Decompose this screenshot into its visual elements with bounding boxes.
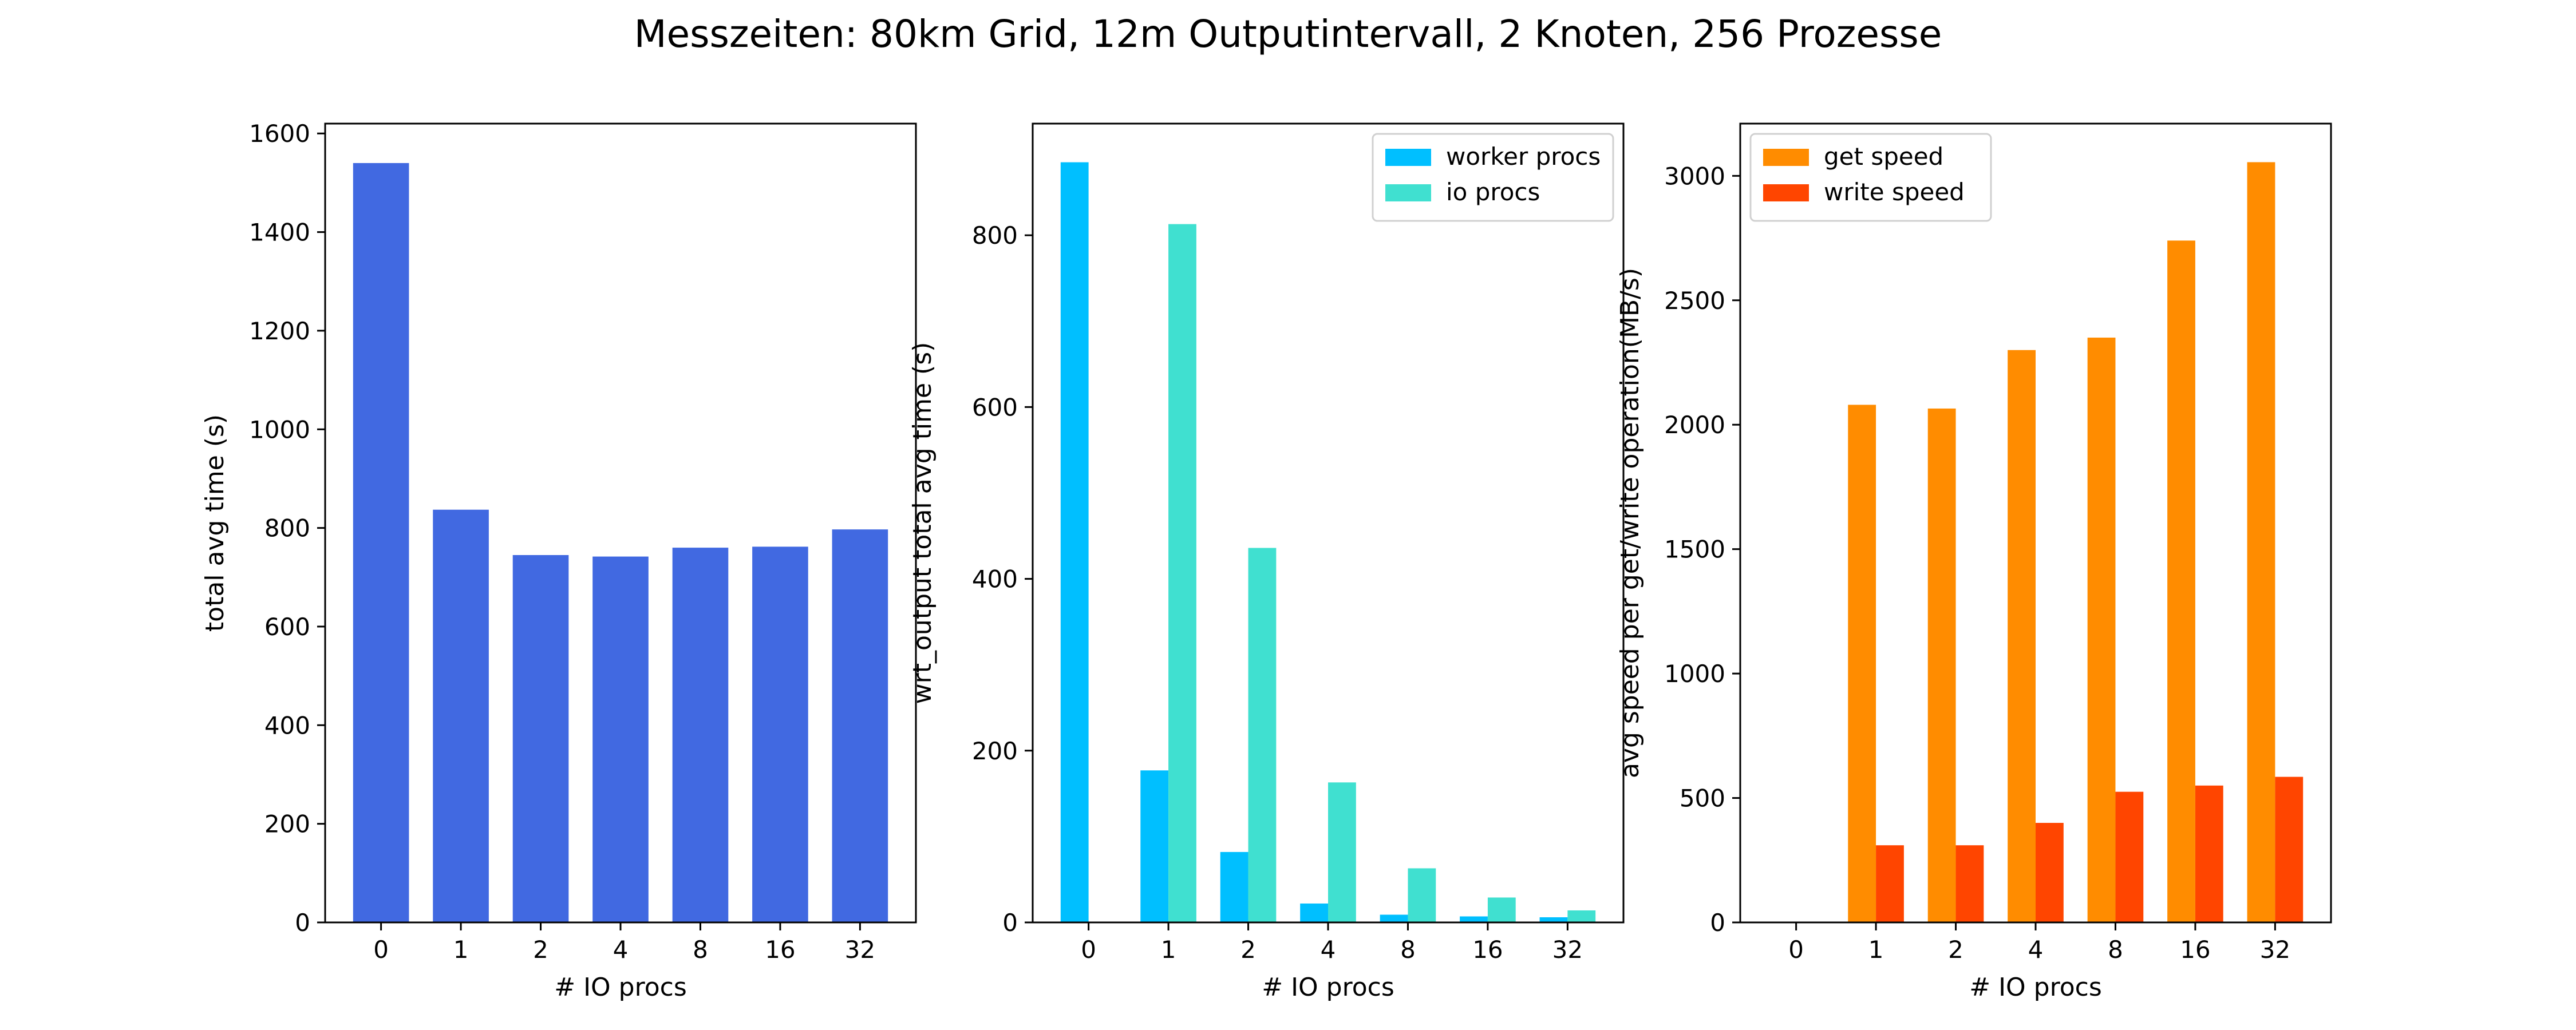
y-tick-label: 600 [972,393,1018,421]
x-axis-label: # IO procs [554,973,687,1002]
y-tick-label: 0 [295,909,310,937]
x-tick-label: 1 [1868,936,1884,964]
x-tick-label: 8 [1400,936,1416,964]
bar-write-speed-2 [1955,845,1984,922]
bar-get-speed-1 [1848,405,1876,922]
x-tick-label: 2 [1240,936,1256,964]
bar-value-4 [592,556,649,922]
bar-write-speed-8 [2115,791,2144,922]
chart-get-write-speed: 0 1 2 4 8 16 32 0 500 1000 1500 2000 2500 3000 # IO pr… [1615,122,2332,1002]
x-tick-label: 0 [373,936,389,964]
bar-get-speed-16 [2167,240,2195,923]
bar-worker-procs-1 [1140,770,1169,922]
bar-get-speed-4 [2008,350,2036,922]
y-tick-label: 1600 [249,120,310,148]
bar-write-speed-1 [1876,845,1904,922]
bar-value-16 [752,546,808,922]
bar-worker-procs-0 [1060,162,1089,923]
y-tick-label: 2000 [1664,411,1725,439]
y-tick-label: 500 [1680,785,1725,813]
x-tick-label: 0 [1081,936,1096,964]
x-tick-label: 8 [2108,936,2123,964]
x-axis-label: # IO procs [1969,973,2102,1002]
legend-label: io procs [1446,178,1540,206]
x-tick-label: 4 [613,936,629,964]
y-tick-label: 1200 [249,317,310,345]
x-axis-label: # IO procs [1262,973,1394,1002]
y-tick-label: 1400 [249,219,310,247]
bar-worker-procs-2 [1220,851,1249,922]
chart-wrt-output-time: 0 1 2 4 8 16 32 0 200 400 600 800 # IO procs wrt_outp… [908,122,1625,1002]
bar-io-procs-32 [1567,910,1596,922]
bar-get-speed-2 [1927,408,1956,922]
x-tick-label: 2 [1948,936,1963,964]
bar-value-2 [512,555,569,922]
bar-worker-procs-8 [1380,914,1408,922]
bar-get-speed-32 [2247,162,2275,923]
x-tick-label: 32 [2260,936,2290,964]
x-tick-label: 16 [765,936,795,964]
bar-io-procs-2 [1248,548,1277,922]
x-tick-label: 0 [1788,936,1804,964]
bar-value-1 [433,509,489,922]
x-tick-label: 32 [845,936,875,964]
bar-worker-procs-4 [1300,903,1328,922]
y-tick-label: 200 [972,737,1018,765]
bar-value-32 [832,529,888,922]
y-axis-label: wrt_output total avg time (s) [908,342,937,704]
x-tick-label: 16 [1472,936,1503,964]
legend-label: worker procs [1446,142,1601,171]
bar-worker-procs-32 [1539,917,1568,922]
y-tick-label: 3000 [1664,162,1725,190]
y-axis-label: avg speed per get/write operation(MB/s) [1615,268,1645,778]
bar-write-speed-32 [2275,777,2304,922]
legend: worker procs io procs [1372,133,1614,222]
y-tick-label: 1500 [1664,536,1725,564]
bar-write-speed-4 [2036,823,2064,922]
y-tick-label: 0 [1710,909,1725,937]
y-tick-label: 200 [264,810,310,838]
legend-label: write speed [1824,178,1965,206]
legend-label: get speed [1824,142,1943,171]
y-tick-label: 800 [972,221,1018,249]
bar-value-8 [672,548,729,922]
legend-swatch [1385,149,1431,166]
y-tick-label: 1000 [1664,660,1725,688]
y-tick-label: 800 [264,514,310,542]
y-axis-label: total avg time (s) [200,414,230,632]
y-tick-label: 2500 [1664,287,1725,315]
legend: get speed write speed [1749,133,1992,222]
y-tick-label: 600 [264,613,310,641]
y-tick-label: 0 [1002,909,1018,937]
y-tick-label: 400 [264,711,310,739]
chart-total-avg-time: 0 1 2 4 8 16 32 0 200 400 600 800 1000 1200 1400 1600 # … [200,120,917,1002]
y-tick-label: 1000 [249,415,310,443]
x-tick-label: 1 [453,936,469,964]
bar-io-procs-16 [1487,897,1516,922]
legend-swatch [1385,184,1431,201]
y-tick-label: 400 [972,565,1018,593]
legend-box [1372,133,1614,222]
x-tick-label: 32 [1552,936,1583,964]
x-tick-label: 4 [1321,936,1336,964]
bar-io-procs-4 [1328,782,1356,922]
x-tick-label: 2 [533,936,548,964]
bar-io-procs-8 [1408,868,1436,922]
bar-value-0 [353,163,409,923]
x-tick-label: 4 [2028,936,2044,964]
bar-io-procs-1 [1168,224,1196,923]
bar-worker-procs-16 [1460,916,1488,922]
legend-swatch [1763,184,1809,201]
x-tick-label: 1 [1161,936,1176,964]
bar-get-speed-8 [2087,338,2116,922]
legend-box [1749,133,1992,222]
legend-swatch [1763,149,1809,166]
x-tick-label: 16 [2180,936,2210,964]
figure-title: Messzeiten: 80km Grid, 12m Outputinterva… [634,12,1942,56]
bar-write-speed-16 [2195,785,2223,922]
x-tick-label: 8 [693,936,708,964]
